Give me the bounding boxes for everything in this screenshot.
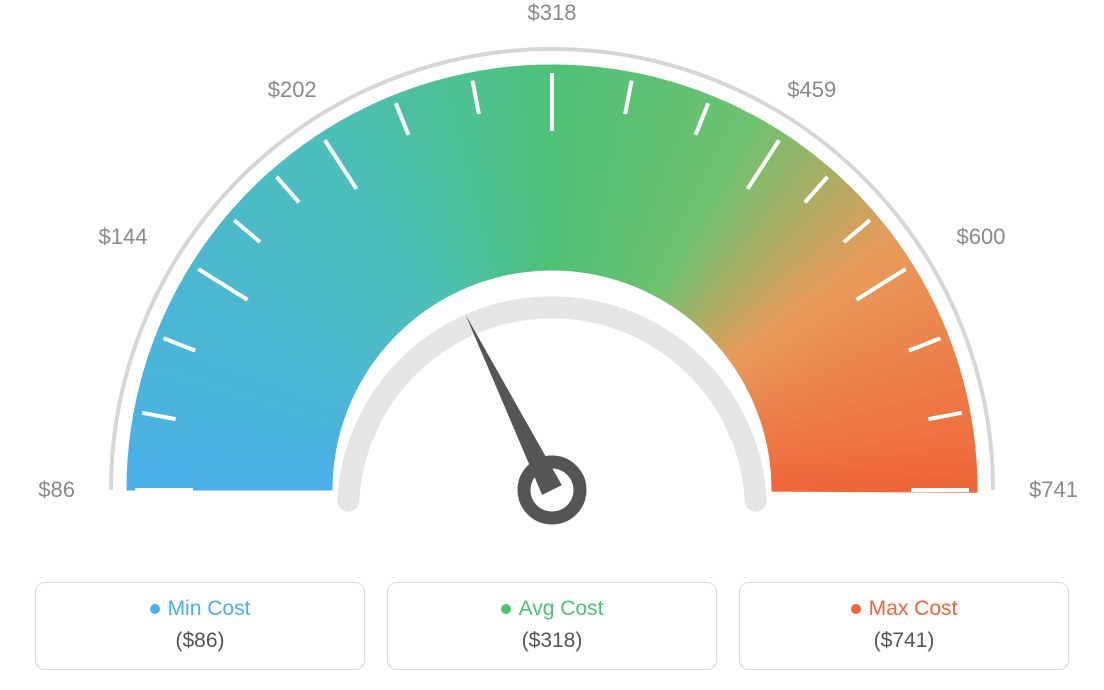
- gauge-svg: $86 $144 $202 $318 $459 $600 $741: [0, 0, 1104, 560]
- legend-dot-icon: [501, 604, 511, 614]
- gauge-tick-label: $459: [787, 77, 836, 102]
- legend-card: Min Cost ($86): [35, 582, 365, 670]
- gauge-tick-label: $741: [1029, 477, 1078, 502]
- legend-card: Max Cost ($741): [739, 582, 1069, 670]
- legend-dot-icon: [150, 604, 160, 614]
- legend-dot-icon: [851, 604, 861, 614]
- legend-title-text: Avg Cost: [519, 597, 604, 621]
- legend-value: ($86): [36, 629, 364, 653]
- legend-title: Max Cost: [851, 597, 958, 621]
- legend-title: Avg Cost: [501, 597, 604, 621]
- legend-value: ($318): [388, 629, 716, 653]
- gauge-chart: $86 $144 $202 $318 $459 $600 $741: [0, 0, 1104, 560]
- legend-row: Min Cost ($86) Avg Cost ($318) Max Cost ($741…: [0, 582, 1104, 670]
- gauge-tick-label: $600: [957, 224, 1006, 249]
- legend-title-text: Min Cost: [168, 597, 251, 621]
- gauge-tick-label: $202: [268, 77, 317, 102]
- gauge-tick-label: $144: [99, 224, 148, 249]
- legend-title: Min Cost: [150, 597, 251, 621]
- legend-card: Avg Cost ($318): [387, 582, 717, 670]
- legend-value: ($741): [740, 629, 1068, 653]
- legend-title-text: Max Cost: [869, 597, 958, 621]
- gauge-tick-label: $86: [38, 477, 75, 502]
- gauge-tick-label: $318: [528, 0, 577, 25]
